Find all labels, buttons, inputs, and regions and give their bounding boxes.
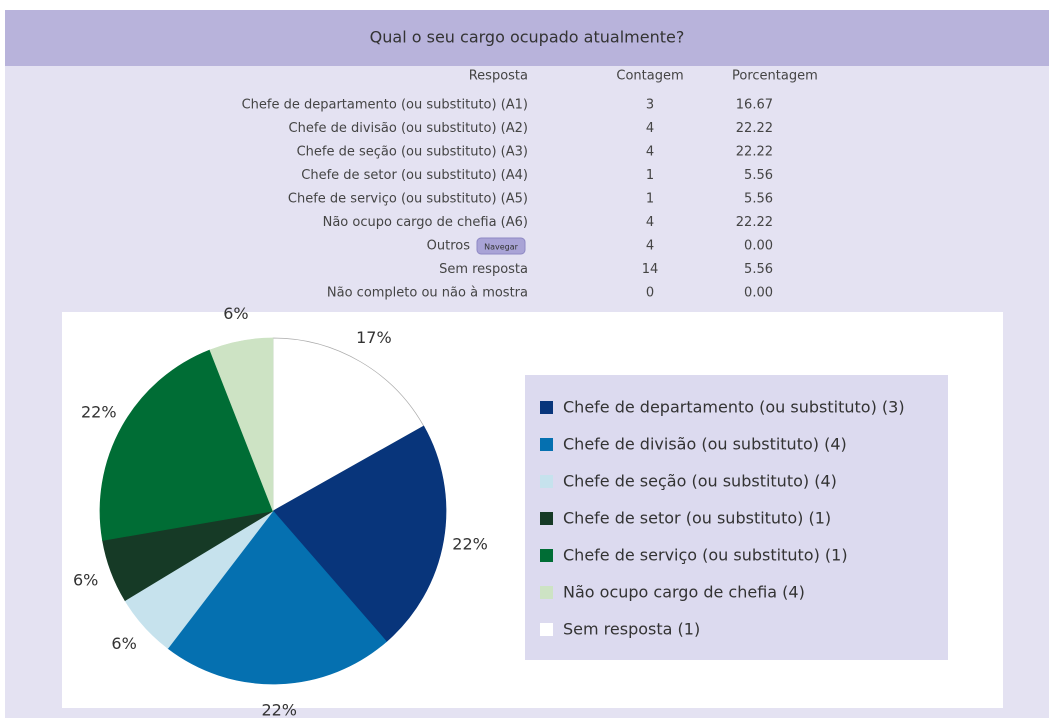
- legend-box: [525, 375, 948, 660]
- column-header: Contagem: [616, 69, 683, 84]
- table-cell: Chefe de setor (ou substituto) (A4): [301, 168, 528, 183]
- legend-swatch: [540, 401, 553, 414]
- question-title: Qual o seu cargo ocupado atualmente?: [370, 28, 685, 47]
- table-cell: 1: [646, 168, 654, 183]
- table-cell: Chefe de departamento (ou substituto) (A…: [242, 98, 528, 113]
- slice-label: 6%: [73, 571, 98, 590]
- legend-swatch: [540, 586, 553, 599]
- legend-label: Chefe de setor (ou substituto) (1): [563, 509, 831, 528]
- table-cell: 5.56: [744, 262, 773, 277]
- legend-label: Não ocupo cargo de chefia (4): [563, 583, 805, 602]
- browse-button-label[interactable]: Navegar: [484, 243, 519, 252]
- table-cell: 0.00: [744, 239, 773, 254]
- table-cell: 4: [646, 121, 654, 136]
- table-cell: 1: [646, 192, 654, 207]
- pie-slice: [209, 337, 274, 512]
- table-cell: Chefe de seção (ou substituto) (A3): [297, 145, 528, 160]
- table-cell: 22.22: [736, 145, 773, 160]
- table-cell: 16.67: [736, 98, 773, 113]
- table-cell: 0: [646, 286, 654, 301]
- table-cell: 4: [646, 145, 654, 160]
- legend-label: Chefe de seção (ou substituto) (4): [563, 472, 837, 491]
- legend-swatch: [540, 475, 553, 488]
- legend-label: Sem resposta (1): [563, 620, 700, 639]
- table-cell: 4: [646, 215, 654, 230]
- table-cell: Chefe de serviço (ou substituto) (A5): [288, 192, 528, 207]
- table-cell: 4: [646, 239, 654, 254]
- table-cell: Outros: [427, 239, 471, 254]
- column-header: Porcentagem: [732, 69, 818, 84]
- legend-label: Chefe de serviço (ou substituto) (1): [563, 546, 848, 565]
- table-cell: 22.22: [736, 215, 773, 230]
- slice-label: 22%: [81, 402, 117, 421]
- pie-slice: [272, 425, 447, 643]
- table-cell: 22.22: [736, 121, 773, 136]
- table-cell: 0.00: [744, 286, 773, 301]
- header-bar: [5, 10, 1049, 66]
- slice-label: 6%: [111, 634, 136, 653]
- pie-slice: [272, 337, 425, 512]
- table-cell: 14: [642, 262, 659, 277]
- pie-slice: [99, 349, 274, 541]
- slice-label: 22%: [452, 535, 488, 554]
- browse-button[interactable]: [476, 237, 526, 255]
- table-cell: Não ocupo cargo de chefia (A6): [323, 215, 528, 230]
- slice-label: 22%: [261, 700, 297, 719]
- legend-swatch: [540, 512, 553, 525]
- legend-label: Chefe de departamento (ou substituto) (3…: [563, 398, 905, 417]
- legend-swatch: [540, 438, 553, 451]
- table-cell: 5.56: [744, 168, 773, 183]
- table-cell: 5.56: [744, 192, 773, 207]
- legend-swatch: [540, 549, 553, 562]
- slice-label: 6%: [223, 304, 248, 323]
- table-cell: Não completo ou não à mostra: [327, 286, 528, 301]
- legend-swatch: [540, 623, 553, 636]
- table-cell: Sem resposta: [439, 262, 528, 277]
- column-header: Resposta: [469, 69, 528, 84]
- pie-slice: [167, 510, 387, 685]
- table-cell: 3: [646, 98, 654, 113]
- slice-label: 17%: [356, 328, 392, 347]
- legend-label: Chefe de divisão (ou substituto) (4): [563, 435, 847, 454]
- table-cell: Chefe de divisão (ou substituto) (A2): [289, 121, 528, 136]
